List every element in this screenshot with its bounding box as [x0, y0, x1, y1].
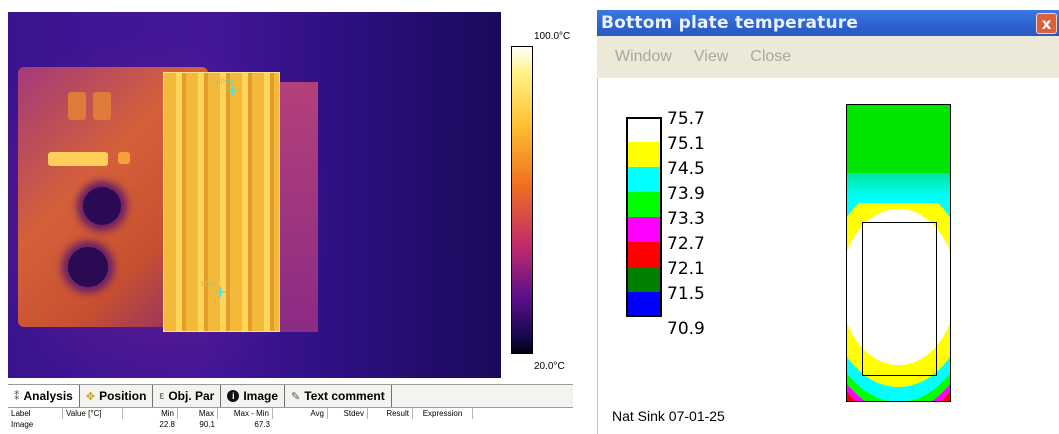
board-hole	[83, 187, 121, 225]
results-table: Label Value [°C] Min Max Max - Min Avg S…	[8, 408, 573, 430]
menu-close[interactable]: Close	[750, 48, 792, 65]
heatsink	[163, 72, 280, 332]
board-edge	[273, 82, 318, 332]
spot-label-sp01: SP01	[200, 280, 218, 288]
temperature-scale: 100.0°C 20.0°C	[501, 12, 573, 378]
cell-max: 90.1	[199, 420, 215, 429]
cell-label: Image	[11, 420, 34, 429]
scale-max-label: 100.0°C	[534, 31, 571, 42]
window-titlebar[interactable]: Bottom plate temperature x	[597, 10, 1059, 36]
column-header-max[interactable]: Max	[178, 408, 218, 419]
menu-bar: Window View Close	[597, 36, 1059, 78]
legend-label: 75.7	[667, 109, 705, 129]
spot-cursor-sp02[interactable]: +	[226, 80, 240, 99]
window-title: Bottom plate temperature	[601, 13, 859, 33]
tab-object-parameters[interactable]: ε Obj. Par	[153, 385, 222, 407]
tab-analysis[interactable]: ⁑ Analysis	[8, 385, 80, 407]
menu-window[interactable]: Window	[615, 48, 672, 65]
close-button[interactable]: x	[1036, 13, 1057, 34]
column-header-stdev[interactable]: Stdev	[328, 408, 368, 419]
legend-swatch	[626, 142, 662, 167]
table-row[interactable]: Image 22.8 90.1 67.3	[8, 419, 573, 430]
legend-swatch	[626, 192, 662, 217]
position-icon: ✥	[85, 390, 96, 403]
cell-result	[368, 419, 413, 430]
column-header-result[interactable]: Result	[368, 408, 413, 419]
menu-view[interactable]: View	[693, 48, 729, 65]
object-parameters-icon: ε	[159, 390, 165, 402]
cell-min: 22.8	[159, 420, 175, 429]
legend-label: 74.5	[667, 159, 705, 179]
legend-swatch	[626, 242, 662, 267]
cell-value	[63, 419, 123, 430]
hot-component	[48, 152, 108, 166]
tab-image[interactable]: i Image	[221, 385, 286, 407]
contour-band	[847, 203, 950, 401]
board-hole	[68, 247, 108, 287]
component-outline	[862, 222, 937, 376]
column-header-avg[interactable]: Avg	[273, 408, 328, 419]
legend-label: 75.1	[667, 134, 705, 154]
cell-expression	[413, 419, 473, 430]
thermal-analysis-app: + SP02 + SP01 100.0°C 20.0°C ⁑ Analysis …	[8, 12, 573, 430]
analysis-icon: ⁑	[14, 390, 20, 403]
thermal-image[interactable]: + SP02 + SP01	[8, 12, 501, 378]
tab-text-comment[interactable]: ✎ Text comment	[285, 385, 392, 407]
legend-label: 70.9	[667, 319, 705, 339]
tab-label: Analysis	[23, 389, 73, 403]
column-header-min[interactable]: Min	[123, 408, 178, 419]
info-icon: i	[227, 390, 240, 402]
tab-label: Position	[99, 389, 147, 403]
bottom-plate-window: Bottom plate temperature x Window View C…	[597, 10, 1059, 434]
tab-position[interactable]: ✥ Position	[80, 385, 154, 407]
scale-min-label: 20.0°C	[534, 361, 565, 372]
column-header-value[interactable]: Value [°C]	[63, 408, 123, 419]
tab-label: Image	[243, 389, 279, 403]
legend-swatch	[626, 292, 662, 317]
spot-label-sp02: SP02	[216, 78, 234, 86]
column-header-max-min[interactable]: Max - Min	[218, 408, 273, 419]
tab-label: Obj. Par	[168, 389, 215, 403]
legend-label: 73.9	[667, 184, 705, 204]
legend-swatch	[626, 217, 662, 242]
legend-label: 72.1	[667, 259, 705, 279]
contour-band	[847, 105, 950, 173]
legend-swatch	[626, 267, 662, 292]
column-header-expression[interactable]: Expression	[413, 408, 473, 419]
analysis-tabbar: ⁑ Analysis ✥ Position ε Obj. Par i Image…	[8, 384, 573, 408]
plot-area: 75.7 75.1 74.5 73.9 73.3 72.7 72.1 71.5 70.9 Nat…	[597, 78, 1059, 434]
tab-label: Text comment	[304, 389, 385, 403]
column-header-label[interactable]: Label	[8, 408, 63, 419]
plot-footer-label: Nat Sink 07-01-25	[612, 408, 725, 424]
legend-label: 72.7	[667, 234, 705, 254]
legend-label: 71.5	[667, 284, 705, 304]
legend-swatch	[626, 117, 662, 142]
cell-stdev	[328, 419, 368, 430]
legend-swatch	[626, 167, 662, 192]
close-icon: x	[1041, 15, 1052, 33]
spot-cursor-sp01[interactable]: +	[214, 282, 228, 301]
hot-component	[93, 92, 111, 120]
text-comment-icon: ✎	[291, 390, 301, 403]
cell-max-min: 67.3	[254, 420, 270, 429]
hot-component	[68, 92, 86, 120]
legend-label: 73.3	[667, 209, 705, 229]
cell-avg	[273, 419, 328, 430]
plate-temperature-map	[846, 104, 951, 402]
color-scale-bar	[511, 46, 533, 354]
hot-component	[118, 152, 130, 164]
table-header-row: Label Value [°C] Min Max Max - Min Avg S…	[8, 408, 573, 419]
